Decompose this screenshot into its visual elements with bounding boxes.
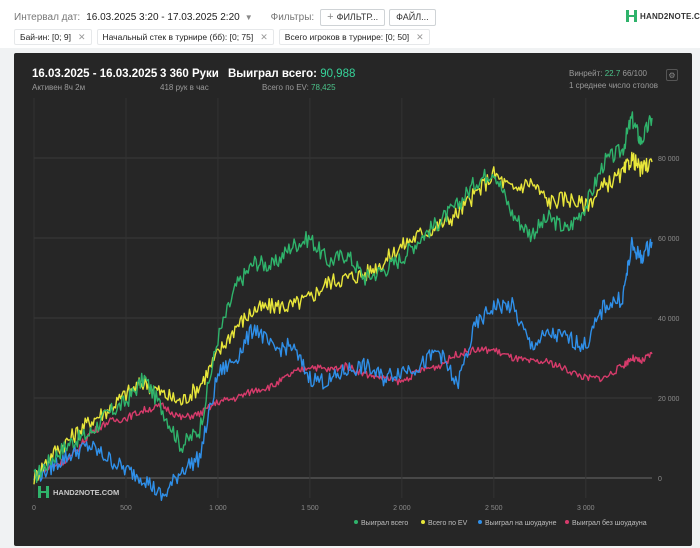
add-filter-label: ФИЛЬТР... [336, 12, 379, 22]
chart-watermark: HAND2NOTE.COM [38, 486, 119, 498]
logo-icon [626, 10, 637, 22]
active-time: Активен 8ч 2м [32, 83, 86, 92]
close-icon[interactable]: ✕ [77, 31, 86, 42]
won-label: Выиграл всего: [228, 68, 317, 80]
filter-chip-label: Начальный стек в турнире (бб): [0; 75] [102, 32, 254, 42]
hands-count: 3 360 Руки [160, 68, 219, 80]
graph-panel: 16.03.2025 - 16.03.2025 Активен 8ч 2м 3 … [14, 53, 692, 546]
x-tick-label: 3 000 [577, 505, 595, 512]
won-total: Выиграл всего: 90,988 [228, 68, 355, 80]
close-icon[interactable]: ✕ [260, 31, 268, 42]
legend-marker [478, 520, 482, 524]
top-toolbar: Интервал дат: 16.03.2025 3:20 - 17.03.20… [0, 0, 700, 48]
chart-lines [33, 111, 653, 501]
chart-legend: Выиграл всего Всего по EV Выиграл на шоуда… [354, 519, 647, 527]
toolbar-row: Интервал дат: 16.03.2025 3:20 - 17.03.20… [14, 8, 440, 26]
period-stat: 16.03.2025 - 16.03.2025 Активен 8ч 2м [32, 68, 157, 92]
hands-stat: 3 360 Руки 418 рук в час [160, 68, 219, 92]
hands-per-hour: 418 рук в час [160, 83, 209, 92]
filter-chip-label: Бай-ин: [0; 9] [20, 32, 71, 42]
filters-label: Фильтры: [270, 11, 315, 23]
x-tick-label: 500 [120, 505, 132, 512]
tables-count: 1 среднее число столов [569, 81, 658, 90]
legend-label[interactable]: Всего по EV [428, 520, 468, 527]
series-line [33, 111, 653, 484]
winrate-value: 22.7 [604, 69, 621, 78]
y-tick-label: 20 000 [658, 396, 680, 403]
winrate: Винрейт: 22.7 66/100 [569, 69, 658, 78]
bankroll-chart: 0 500 1 000 1 500 2 000 2 500 3 000 0 20 000 40 … [32, 98, 680, 527]
chevron-down-icon: ▼ [244, 12, 253, 22]
x-axis-ticks: 0 500 1 000 1 500 2 000 2 500 3 000 [32, 505, 595, 512]
watermark-logo-icon [38, 486, 41, 498]
legend-marker [565, 520, 569, 524]
y-tick-label: 0 [658, 476, 662, 483]
y-tick-label: 60 000 [658, 236, 680, 243]
winrate-hands: 66/100 [622, 69, 647, 78]
x-tick-label: 1 500 [301, 505, 319, 512]
chart-grid [33, 98, 652, 498]
file-button[interactable]: ФАЙЛ... [389, 8, 436, 26]
period-value: 16.03.2025 - 16.03.2025 [32, 68, 158, 80]
y-tick-label: 80 000 [658, 156, 680, 163]
won-value: 90,988 [320, 68, 356, 80]
plus-icon: + [327, 11, 334, 23]
x-tick-label: 2 500 [485, 505, 503, 512]
legend-label[interactable]: Выиграл всего [361, 520, 408, 527]
file-button-label: ФАЙЛ... [396, 12, 429, 22]
date-range-selector[interactable]: 16.03.2025 3:20 - 17.03.2025 2:20 ▼ [86, 12, 252, 23]
watermark-text: HAND2NOTE.COM [53, 488, 119, 497]
close-icon[interactable]: ✕ [416, 31, 424, 42]
legend-label[interactable]: Выиграл без шоудауна [572, 519, 647, 527]
y-axis-ticks: 0 20 000 40 000 60 000 80 000 [658, 156, 680, 483]
settings-icon[interactable]: ⚙ [666, 69, 678, 81]
legend-label[interactable]: Выиграл на шоудауне [485, 520, 557, 527]
legend-marker [421, 520, 425, 524]
active-filters: Бай-ин: [0; 9] ✕ Начальный стек в турнир… [14, 29, 435, 45]
x-tick-label: 2 000 [393, 505, 411, 512]
series-line [33, 236, 653, 501]
filter-chip[interactable]: Всего игроков в турнире: [0; 50] ✕ [278, 29, 430, 45]
ev-value: 78,425 [311, 83, 336, 92]
filter-chip[interactable]: Бай-ин: [0; 9] ✕ [14, 29, 92, 45]
winrate-stat: Винрейт: 22.7 66/100 1 среднее число сто… [569, 69, 658, 90]
x-tick-label: 1 000 [209, 505, 227, 512]
x-tick-label: 0 [32, 505, 36, 512]
y-tick-label: 40 000 [658, 316, 680, 323]
winrate-label: Винрейт: [569, 69, 603, 78]
logo-text: HAND2NOTE.COM [640, 11, 700, 21]
filter-chip-label: Всего игроков в турнире: [0; 50] [284, 32, 410, 42]
add-filter-button[interactable]: + ФИЛЬТР... [320, 8, 386, 26]
legend-marker [354, 520, 358, 524]
filter-chip[interactable]: Начальный стек в турнире (бб): [0; 75] ✕ [96, 29, 274, 45]
interval-label: Интервал дат: [14, 11, 81, 23]
date-range-value: 16.03.2025 3:20 - 17.03.2025 2:20 [86, 11, 240, 23]
ev-total: Всего по EV: 78,425 [262, 83, 355, 92]
brand-logo: HAND2NOTE.COM [626, 10, 700, 22]
ev-label: Всего по EV: [262, 83, 309, 92]
won-stat: Выиграл всего: 90,988 Всего по EV: 78,42… [228, 68, 355, 92]
